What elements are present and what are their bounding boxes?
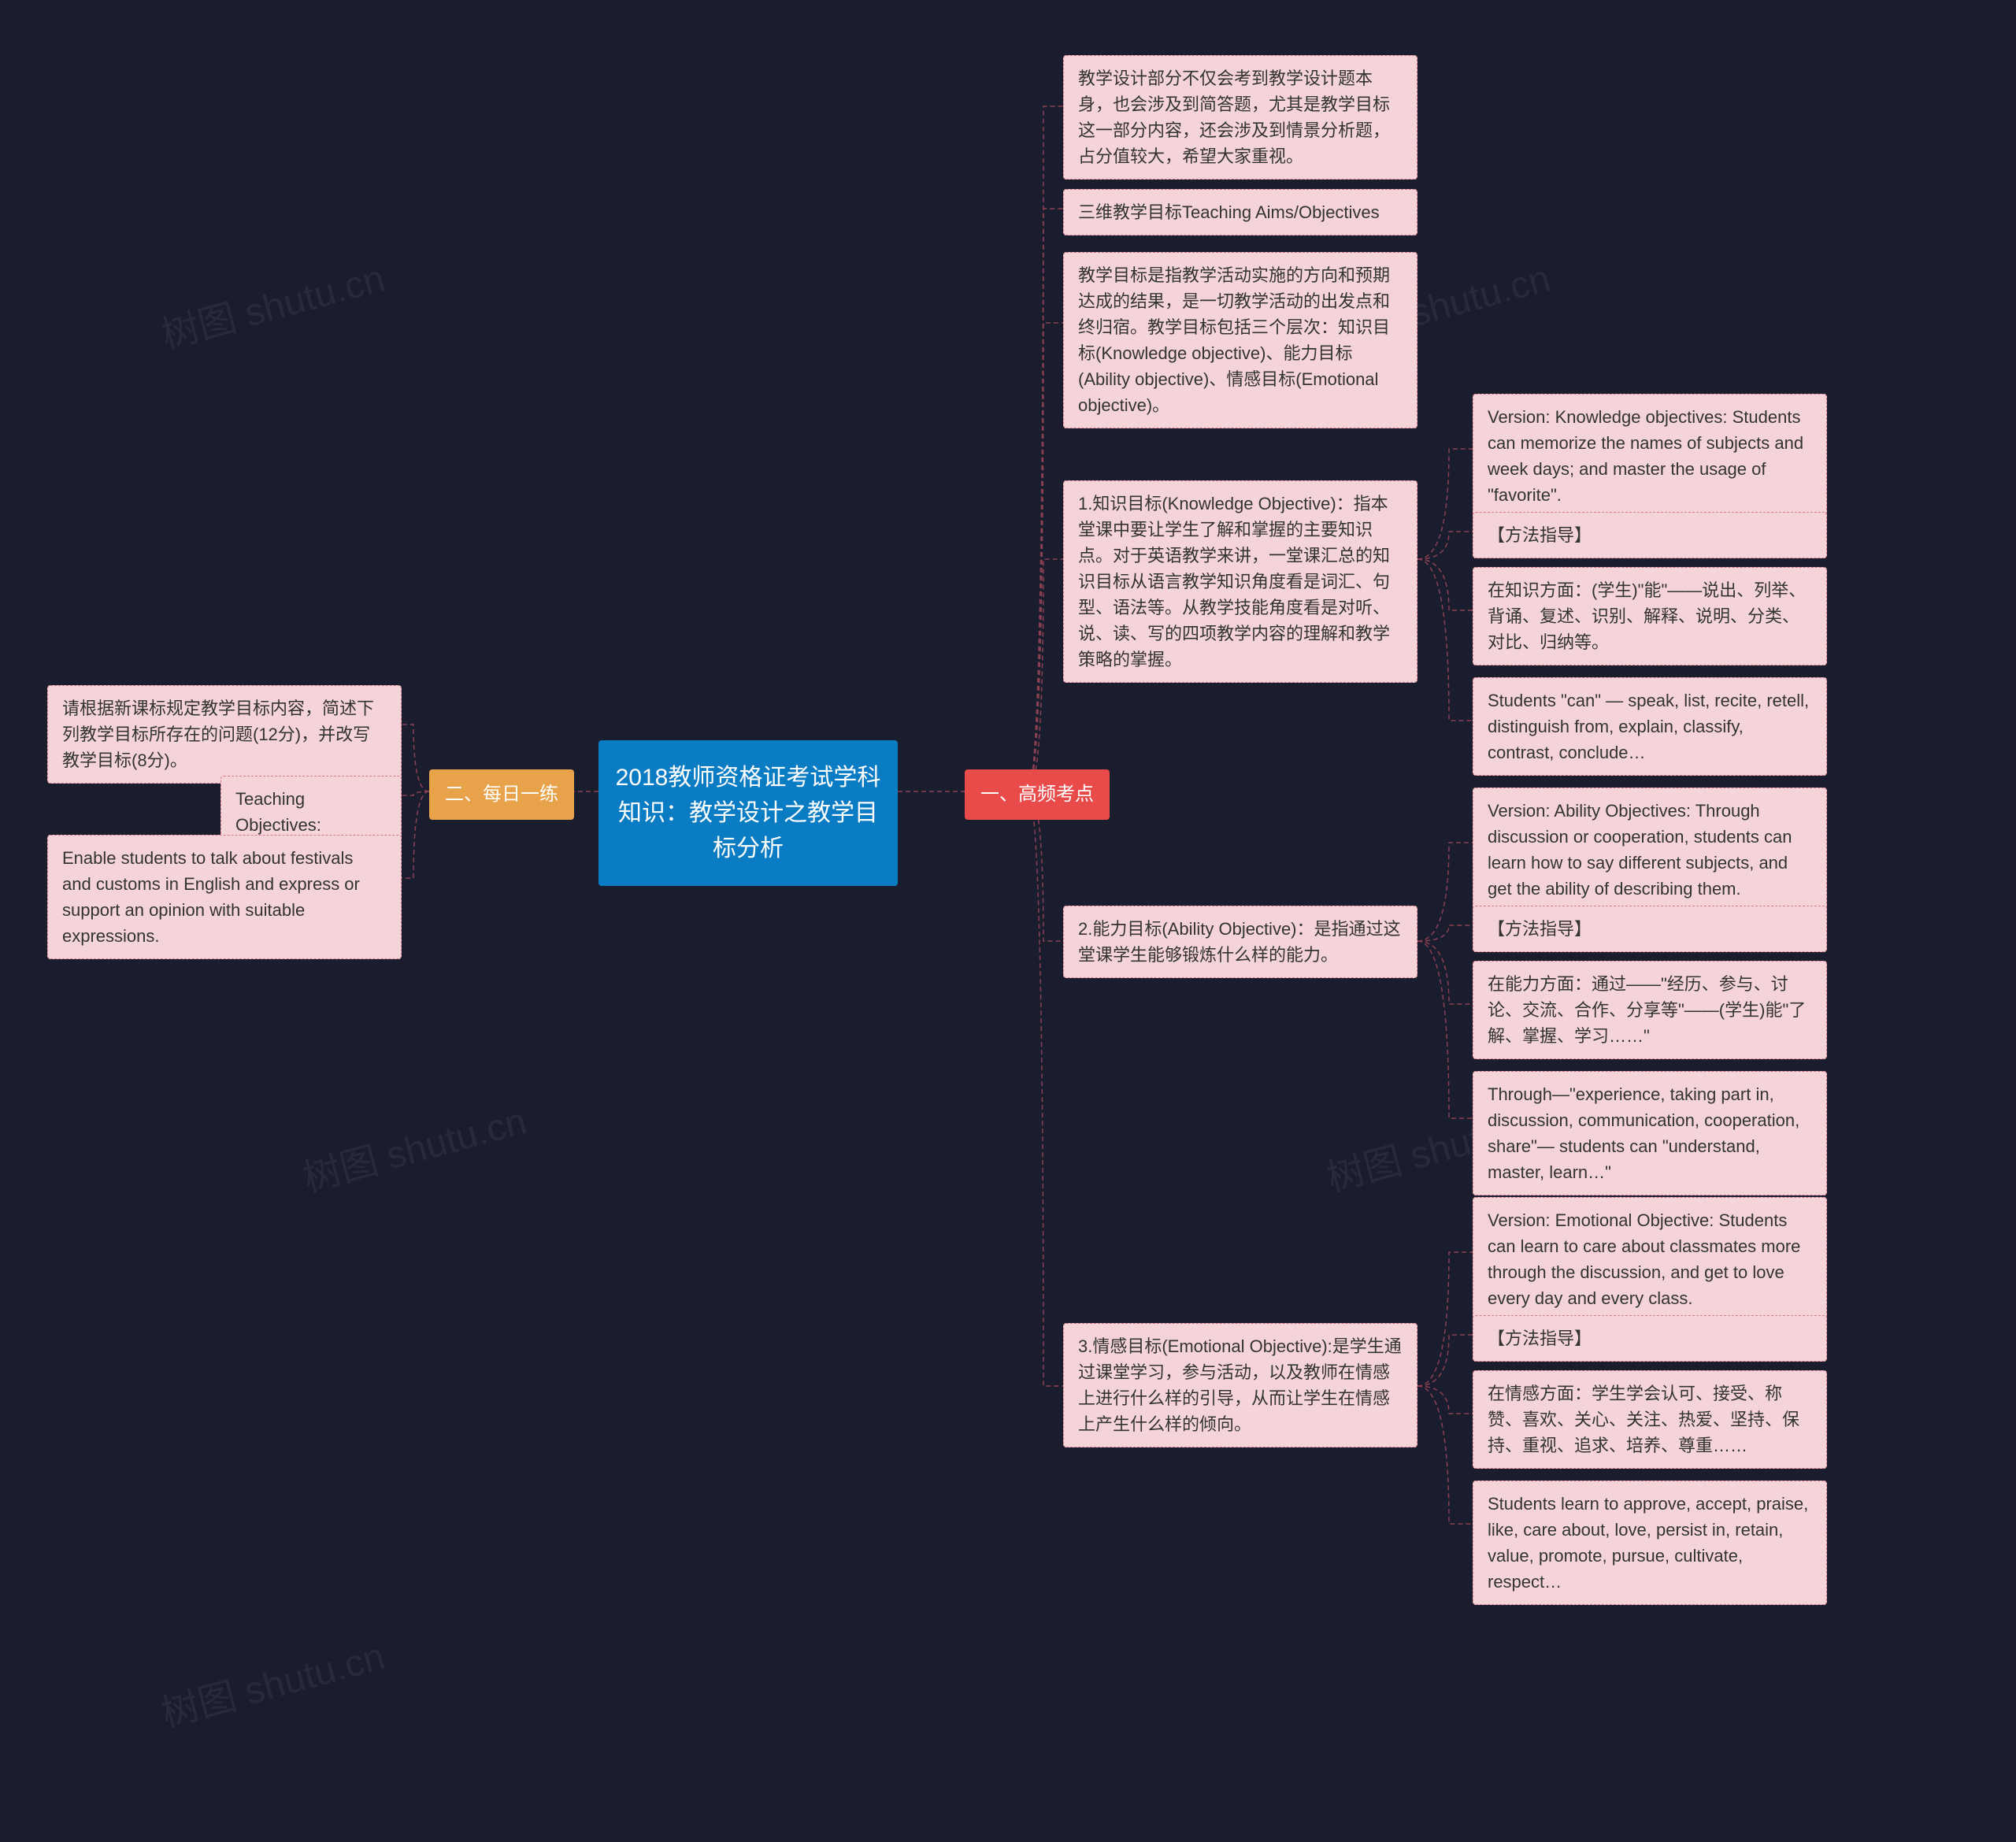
leaf-node[interactable]: 教学目标是指教学活动实施的方向和预期达成的结果，是一切教学活动的出发点和终归宿。… <box>1063 252 1418 428</box>
leaf-node[interactable]: Version: Emotional Objective: Students c… <box>1473 1197 1827 1321</box>
leaf-node[interactable]: Version: Knowledge objectives: Students … <box>1473 394 1827 518</box>
leaf-node[interactable]: 【方法指导】 <box>1473 1315 1827 1362</box>
leaf-node[interactable]: Students "can" — speak, list, recite, re… <box>1473 677 1827 776</box>
leaf-node[interactable]: 2.能力目标(Ability Objective)：是指通过这堂课学生能够锻炼什… <box>1063 906 1418 978</box>
leaf-node[interactable]: 在知识方面：(学生)"能"——说出、列举、背诵、复述、识别、解释、说明、分类、对… <box>1473 567 1827 665</box>
branch-high-frequency[interactable]: 一、高频考点 <box>965 769 1110 820</box>
leaf-node[interactable]: 【方法指导】 <box>1473 512 1827 558</box>
leaf-node[interactable]: 3.情感目标(Emotional Objective):是学生通过课堂学习，参与… <box>1063 1323 1418 1447</box>
leaf-node[interactable]: 在情感方面：学生学会认可、接受、称赞、喜欢、关心、关注、热爱、坚持、保持、重视、… <box>1473 1370 1827 1469</box>
watermark: 树图 shutu.cn <box>154 1625 390 1738</box>
leaf-node[interactable]: 1.知识目标(Knowledge Objective)：指本堂课中要让学生了解和… <box>1063 480 1418 683</box>
leaf-node[interactable]: 三维教学目标Teaching Aims/Objectives <box>1063 189 1418 235</box>
leaf-node[interactable]: Through—"experience, taking part in, dis… <box>1473 1071 1827 1195</box>
branch-daily-practice[interactable]: 二、每日一练 <box>429 769 574 820</box>
leaf-node[interactable]: 在能力方面：通过——"经历、参与、讨论、交流、合作、分享等"——(学生)能"了解… <box>1473 961 1827 1059</box>
root-node[interactable]: 2018教师资格证考试学科知识：教学设计之教学目标分析 <box>598 740 898 886</box>
leaf-node[interactable]: 请根据新课标规定教学目标内容，简述下列教学目标所存在的问题(12分)，并改写教学… <box>47 685 402 784</box>
watermark: 树图 shutu.cn <box>296 1090 532 1203</box>
leaf-node[interactable]: Enable students to talk about festivals … <box>47 835 402 959</box>
leaf-node[interactable]: Version: Ability Objectives: Through dis… <box>1473 788 1827 912</box>
leaf-node[interactable]: 教学设计部分不仅会考到教学设计题本身，也会涉及到简答题，尤其是教学目标这一部分内… <box>1063 55 1418 180</box>
leaf-node[interactable]: Students learn to approve, accept, prais… <box>1473 1481 1827 1605</box>
leaf-node[interactable]: 【方法指导】 <box>1473 906 1827 952</box>
watermark: 树图 shutu.cn <box>154 247 390 360</box>
